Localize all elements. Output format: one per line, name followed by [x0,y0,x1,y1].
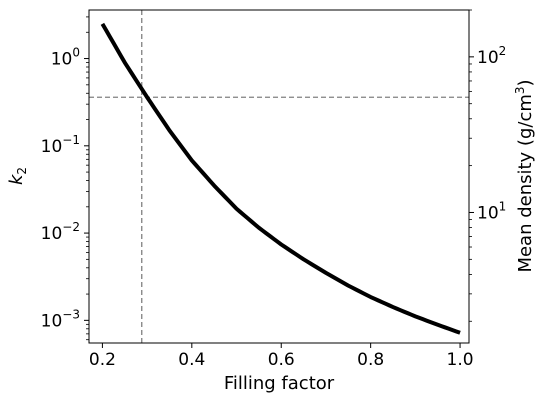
right-y-axis-label-main: Mean density (g/cm [515,94,536,272]
x-axis-label: Filling factor [224,373,335,394]
left-y-tick-label-exponent: −2 [62,220,80,234]
left-y-tick-label-base: 10 [41,137,63,157]
left-y-tick-label-exponent: −3 [62,307,80,321]
plot-frame [88,9,470,344]
left-y-tick-label: 10−2 [41,220,80,244]
right-y-tick-label-exponent: 2 [499,44,507,58]
left-y-axis-label-main: k [6,173,27,185]
right-y-tick-label-exponent: 1 [499,199,507,213]
right-y-tick-label: 102 [477,44,506,68]
x-tick-label: 0.4 [178,350,205,370]
plot-background [89,10,469,343]
left-y-tick-label-base: 10 [41,224,63,244]
right-y-axis-label: Mean density (g/cm3) [513,79,536,272]
x-tick-label: 0.8 [357,350,384,370]
x-tick-label: 0.2 [89,350,116,370]
left-y-tick-label-exponent: 0 [72,46,80,60]
left-y-axis-label-sub: 2 [15,167,29,175]
left-y-tick-label: 10−3 [41,307,80,331]
right-y-axis-label-close: ) [515,79,536,86]
left-y-axis-label: k2 [6,167,29,185]
left-y-tick-label-base: 10 [41,311,63,331]
x-tick-label: 0.6 [268,350,295,370]
right-y-tick-label-base: 10 [477,203,499,223]
reference-lines [89,10,469,343]
x-axis-ticks: 0.2 0.4 0.6 0.8 1.0 [89,343,474,370]
right-y-axis-label-sup: 3 [513,86,527,94]
right-y-tick-label-base: 10 [477,48,499,68]
series-layer [100,22,461,335]
series-line-0 [100,22,461,335]
left-y-tick-label-exponent: −1 [62,133,80,147]
x-tick-label: 1.0 [447,350,474,370]
right-y-tick-label: 101 [477,199,506,223]
left-y-tick-label: 10−1 [41,133,80,157]
left-y-tick-label: 100 [51,46,80,70]
left-y-tick-label-base: 10 [51,50,73,70]
